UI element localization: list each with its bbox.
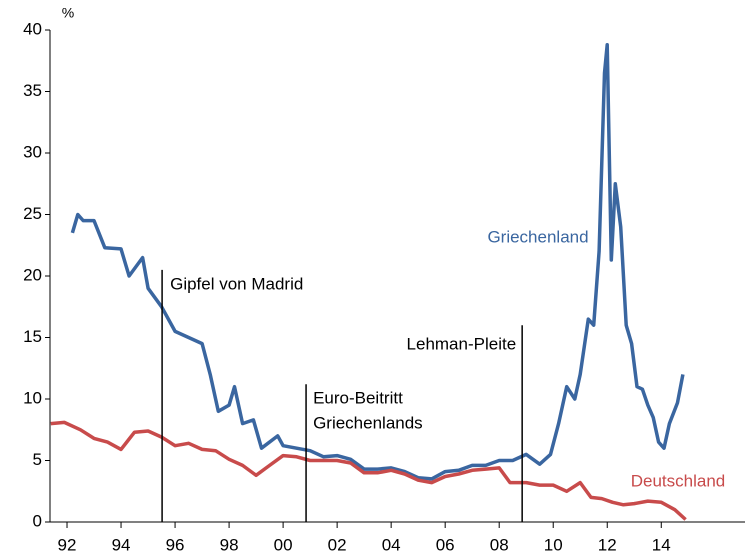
x-tick-label: 04	[382, 535, 401, 554]
x-tick-label: 94	[112, 535, 131, 554]
x-tick-label: 06	[436, 535, 455, 554]
y-tick-label: 40	[23, 19, 42, 38]
series-line	[50, 420, 687, 521]
event-label: Griechenlands	[313, 413, 423, 432]
y-tick-label: 0	[33, 511, 42, 530]
y-tick-label: 25	[23, 204, 42, 223]
x-tick-label: 12	[598, 535, 617, 554]
x-tick-label: 98	[220, 535, 239, 554]
series-line	[70, 43, 685, 481]
y-tick-label: 20	[23, 265, 42, 284]
series-label: Deutschland	[631, 471, 726, 490]
y-axis-label: %	[62, 5, 74, 21]
x-tick-label: 02	[328, 535, 347, 554]
event-label: Euro-Beitritt	[313, 388, 403, 407]
x-tick-label: 00	[274, 535, 293, 554]
y-tick-label: 5	[33, 450, 42, 469]
y-tick-label: 30	[23, 142, 42, 161]
x-tick-label: 08	[490, 535, 509, 554]
x-tick-label: 10	[544, 535, 563, 554]
x-tick-label: 14	[652, 535, 671, 554]
y-tick-label: 10	[23, 388, 42, 407]
x-tick-label: 96	[166, 535, 185, 554]
series-label: Griechenland	[487, 227, 588, 246]
y-tick-label: 35	[23, 81, 42, 100]
x-tick-label: 92	[58, 535, 77, 554]
event-label: Gipfel von Madrid	[170, 274, 303, 293]
y-tick-label: 15	[23, 327, 42, 346]
event-label: Lehman-Pleite	[407, 334, 517, 353]
